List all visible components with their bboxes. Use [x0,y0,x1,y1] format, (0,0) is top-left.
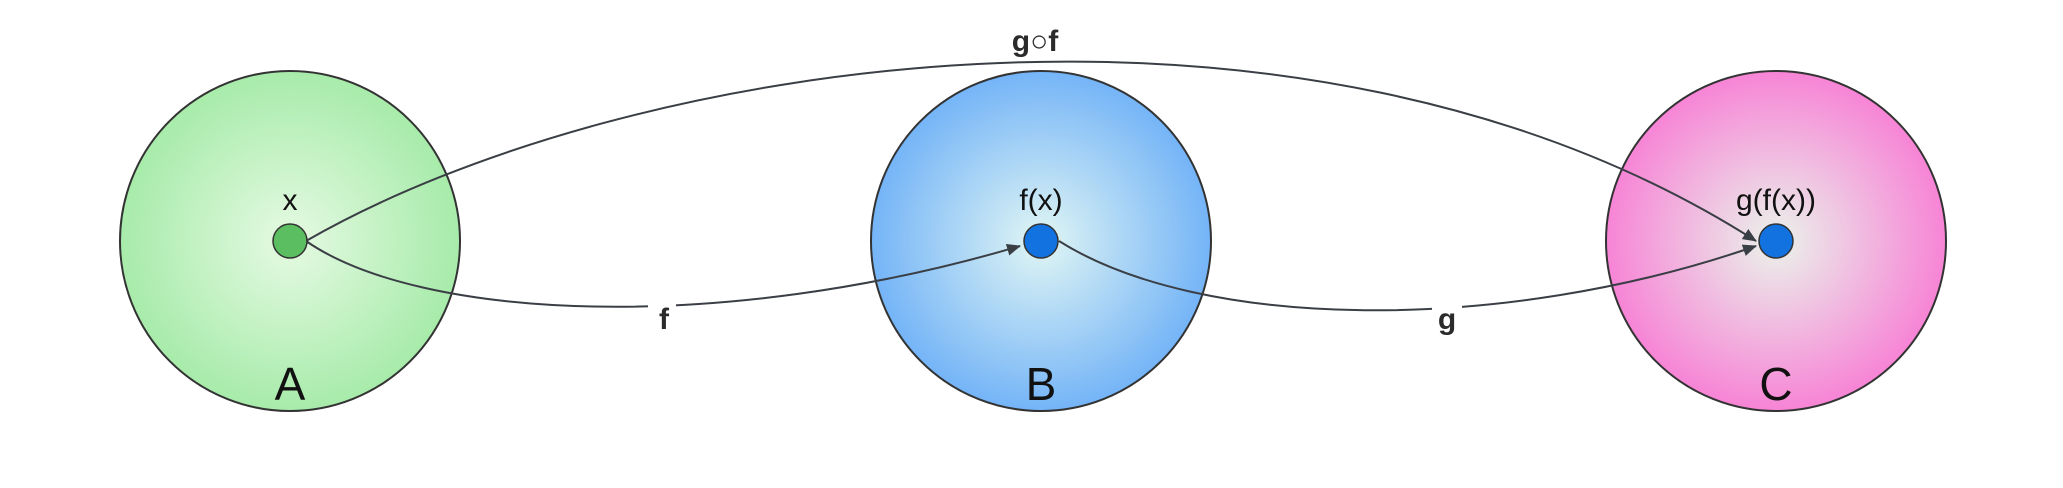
arrow-f-label: f [659,303,670,336]
set-c-label: C [1759,358,1792,410]
element-fx-label: f(x) [1019,184,1062,217]
arrow-g [1058,240,1757,312]
arrow-f [305,240,1021,308]
element-fx-dot [1023,223,1059,259]
element-gfx-dot [1758,223,1794,259]
set-b-label: B [1026,358,1057,410]
arrow-g-compose-f [305,60,1757,242]
arrow-g-label: g [1438,303,1456,336]
set-a-label: A [275,358,306,410]
element-x-dot [272,223,308,259]
arrow-g-label-group: g [1432,300,1462,336]
arrow-g-compose-f-label: g○f [1012,25,1059,58]
arrow-f-label-group: f [648,300,676,336]
element-x-label: x [283,184,298,217]
element-fx: f(x) [1019,184,1063,259]
element-x: x [272,184,308,259]
arrow-g-compose-f-label-group: g○f [1002,22,1068,58]
element-gfx-label: g(f(x)) [1736,184,1816,217]
element-gfx: g(f(x)) [1736,184,1816,259]
